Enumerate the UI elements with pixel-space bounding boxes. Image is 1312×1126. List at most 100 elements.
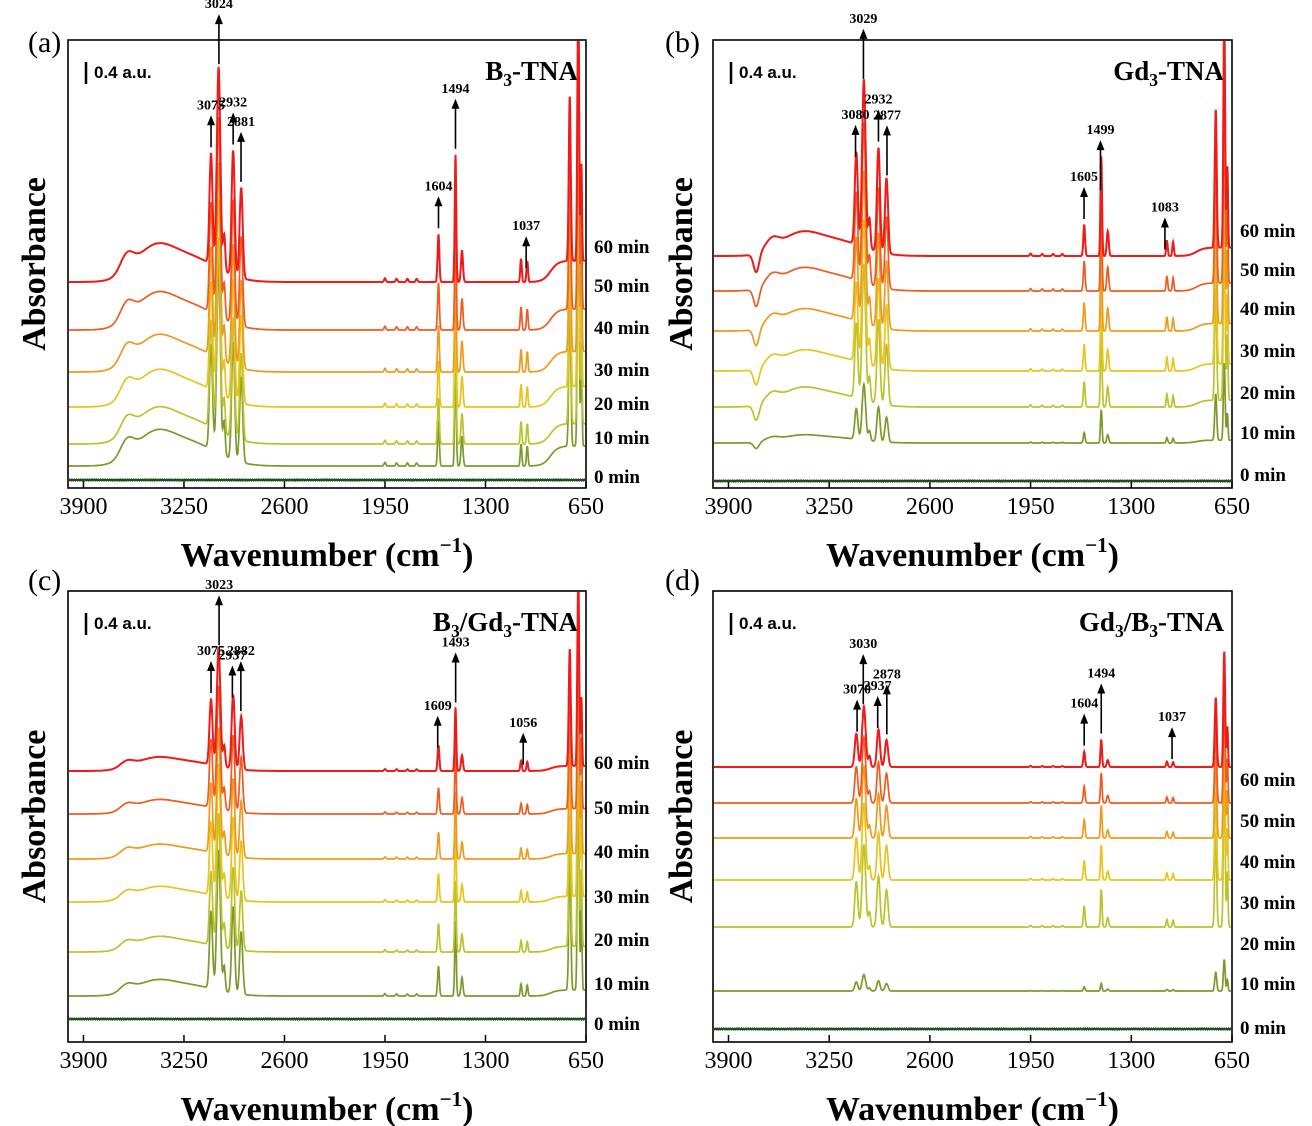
peak-arrowhead	[228, 665, 237, 676]
x-tick-label: 1950	[361, 494, 409, 520]
series-label: 10 min	[594, 974, 650, 995]
peak-label: 2881	[227, 115, 255, 130]
spectrum-line-20-min	[69, 727, 585, 953]
spectrum-line-50-min	[714, 62, 1231, 308]
series-label: 30 min	[1240, 893, 1296, 914]
plot-frame	[712, 39, 1233, 489]
spectrum-line-30-min	[69, 118, 585, 408]
peak-arrowhead	[1096, 140, 1105, 151]
peak-label: 1604	[424, 179, 452, 194]
spectrum-line-10-min	[69, 759, 585, 997]
peak-label: 1056	[509, 716, 537, 731]
plot-frame	[67, 39, 587, 489]
chart-panel-2: (b) Absorbance 0.4 a.u. Gd3-TNA 3900 3250 2600…	[663, 12, 1296, 574]
series-label: 60 min	[594, 753, 650, 774]
x-tick-label: 3900	[704, 494, 752, 520]
x-tick-label: 650	[568, 1048, 604, 1074]
peak-label: 1494	[441, 82, 469, 97]
peak-label: 2882	[227, 644, 255, 659]
x-axis-label: Wavenumber (cm−1)	[181, 1087, 474, 1126]
x-tick-label: 2600	[260, 494, 308, 520]
peak-arrowhead	[215, 595, 224, 606]
peak-arrowhead	[853, 699, 862, 710]
x-tick-label: 1300	[461, 1048, 509, 1074]
x-tick-label: 3900	[59, 1048, 107, 1074]
x-tick-label: 3250	[160, 1048, 208, 1074]
peak-label: 3030	[849, 637, 877, 652]
spectrum-line-10-min	[714, 959, 1231, 992]
y-axis-label: Absorbance	[663, 730, 700, 904]
x-tick-label: 2600	[906, 1048, 954, 1074]
spectrum-line-10-min	[69, 185, 585, 467]
peak-label: 3023	[205, 578, 233, 593]
peak-arrowhead	[882, 684, 891, 695]
peak-arrowhead	[433, 715, 442, 726]
peak-label: 1494	[1087, 667, 1115, 682]
spectrum-line-0-min	[714, 1026, 1231, 1032]
y-axis-label: Absorbance	[16, 730, 53, 904]
scale-bar-label: 0.4 a.u.	[94, 614, 152, 633]
series-label: 30 min	[594, 360, 650, 381]
peak-label: 1605	[1070, 170, 1098, 185]
peak-arrowhead	[874, 109, 883, 120]
spectrum-line-40-min	[714, 114, 1231, 347]
spectrum-line-30-min	[714, 165, 1231, 386]
peak-label: 3024	[205, 0, 233, 12]
spectrum-line-60-min	[69, 592, 585, 773]
peak-label: 1609	[424, 699, 452, 714]
peak-arrowhead	[229, 112, 238, 123]
spectrum-line-60-min	[714, 651, 1231, 768]
series-label: 10 min	[594, 428, 650, 449]
peak-arrowhead	[1160, 217, 1169, 228]
x-tick-label: 650	[1214, 1048, 1250, 1074]
spectra-group	[714, 651, 1231, 1032]
series-label: 50 min	[594, 798, 650, 819]
peak-arrowhead	[214, 14, 223, 25]
x-tick-label: 650	[1214, 494, 1250, 520]
panel-letter: (c)	[28, 564, 61, 597]
y-axis-label: Absorbance	[16, 177, 53, 351]
spectrum-line-50-min	[714, 676, 1231, 804]
x-tick-label: 1950	[361, 1048, 409, 1074]
peak-label: 1037	[1158, 710, 1186, 725]
x-tick-label: 1300	[1107, 494, 1155, 520]
series-label: 40 min	[1240, 299, 1296, 320]
series-label: 50 min	[1240, 260, 1296, 281]
x-tick-label: 2600	[906, 494, 954, 520]
x-tick-label: 3250	[805, 1048, 853, 1074]
panel-letter: (b)	[665, 26, 700, 59]
series-label: 60 min	[1240, 221, 1296, 242]
peak-label: 2878	[873, 667, 901, 682]
peak-arrowhead	[851, 124, 860, 135]
spectrum-line-0-min	[69, 1016, 585, 1022]
peak-arrowhead	[859, 28, 868, 39]
peak-arrowhead	[207, 661, 216, 672]
x-axis-label: Wavenumber (cm−1)	[826, 1087, 1119, 1126]
spectrum-line-50-min	[69, 41, 585, 331]
peak-arrowhead	[1080, 186, 1089, 197]
peak-arrowhead	[1097, 683, 1106, 694]
scale-bar-label: 0.4 a.u.	[739, 614, 797, 633]
chart-panel-3: (c) Absorbance 0.4 a.u. B3/Gd3-TNA 3900 3250 2…	[16, 564, 650, 1126]
series-label: 20 min	[1240, 383, 1296, 404]
peak-arrowhead	[1080, 713, 1089, 724]
x-tick-label: 650	[568, 494, 604, 520]
spectrum-line-20-min	[714, 213, 1231, 422]
series-label: 30 min	[594, 887, 650, 908]
peak-label: 3075	[197, 644, 225, 659]
series-label: 50 min	[1240, 811, 1296, 832]
scale-bar-label: 0.4 a.u.	[94, 63, 152, 82]
spectrum-line-0-min	[69, 477, 585, 483]
x-tick-label: 3250	[805, 494, 853, 520]
peak-arrowhead	[236, 661, 245, 672]
spectrum-line-60-min	[714, 41, 1231, 274]
peak-label: 2932	[864, 93, 892, 108]
series-label: 40 min	[594, 318, 650, 339]
x-tick-label: 1950	[1007, 494, 1055, 520]
peak-arrowhead	[434, 196, 443, 207]
peak-arrowhead	[451, 98, 460, 109]
peak-label: 2932	[219, 96, 247, 111]
x-tick-label: 3900	[704, 1048, 752, 1074]
x-tick-label: 1300	[461, 494, 509, 520]
spectra-group	[69, 592, 585, 1022]
